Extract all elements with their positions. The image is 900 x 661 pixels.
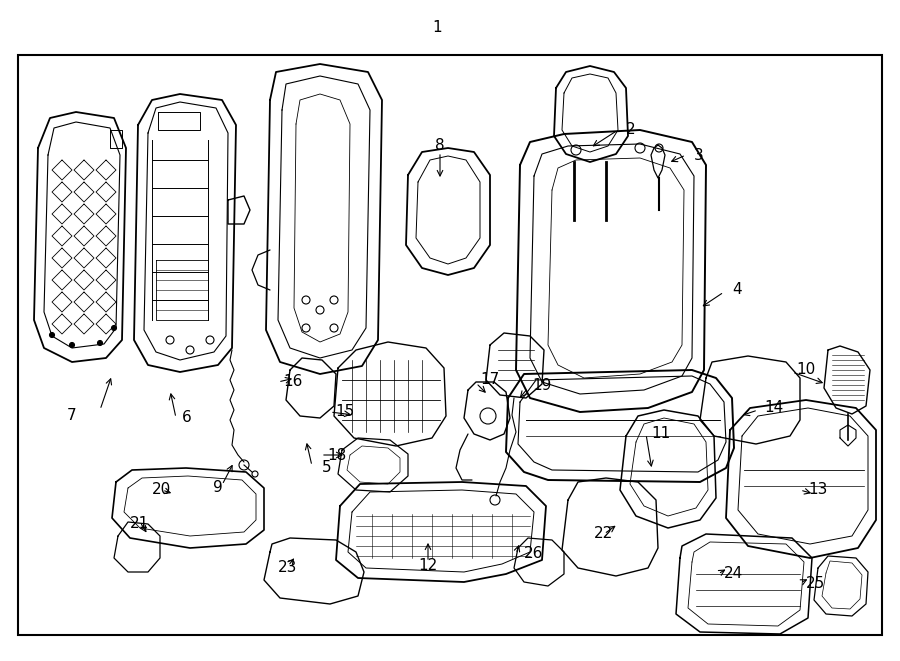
Text: 2: 2: [626, 122, 635, 137]
Text: 1: 1: [432, 20, 442, 36]
Text: 19: 19: [532, 379, 552, 393]
Text: 14: 14: [764, 401, 783, 416]
Text: 16: 16: [283, 375, 302, 389]
Circle shape: [112, 325, 116, 330]
Circle shape: [50, 332, 55, 338]
Text: 17: 17: [480, 373, 500, 387]
Circle shape: [97, 340, 103, 346]
Text: 12: 12: [418, 559, 437, 574]
Text: 23: 23: [278, 561, 297, 576]
Text: 3: 3: [694, 147, 704, 163]
Circle shape: [69, 342, 75, 348]
Text: 24: 24: [724, 566, 743, 582]
Bar: [18, 55, 882, 635]
Text: 9: 9: [213, 481, 223, 496]
Text: 18: 18: [327, 447, 346, 463]
Text: 25: 25: [806, 576, 825, 592]
Text: 11: 11: [651, 426, 670, 442]
Text: 22: 22: [594, 527, 613, 541]
Text: 6: 6: [182, 410, 192, 426]
Text: 13: 13: [808, 483, 827, 498]
Text: 5: 5: [322, 461, 331, 475]
Text: 10: 10: [796, 362, 815, 377]
Text: 8: 8: [436, 137, 445, 153]
Text: 7: 7: [68, 408, 76, 424]
Text: 21: 21: [130, 516, 149, 531]
Text: 26: 26: [524, 547, 544, 561]
Text: 20: 20: [152, 483, 171, 498]
Text: 4: 4: [732, 282, 742, 297]
Text: 15: 15: [335, 405, 355, 420]
